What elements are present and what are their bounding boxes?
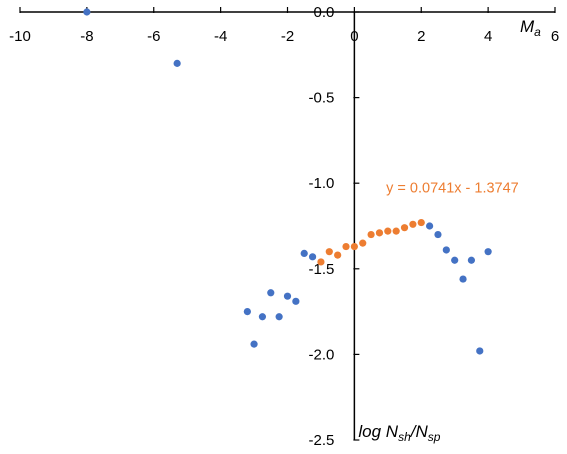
data-point-orange	[409, 220, 417, 228]
data-point-blue	[243, 308, 251, 316]
data-point-blue	[267, 289, 275, 297]
y-tick-label: -0.5	[309, 90, 335, 107]
data-point-orange	[384, 227, 392, 235]
data-point-orange	[325, 248, 333, 256]
data-point-blue	[451, 256, 459, 264]
data-point-orange	[367, 230, 375, 239]
data-point-blue	[476, 347, 484, 355]
data-point-blue	[283, 292, 292, 300]
data-point-blue	[308, 253, 317, 261]
x-tick-label: 6	[551, 28, 559, 45]
trendline-equation: y = 0.0741x - 1.3747	[386, 181, 519, 197]
y-axis-title-lead: log N	[358, 422, 398, 441]
axes	[19, 7, 556, 441]
data-point-blue	[442, 246, 450, 254]
y-tick-label: 0.0	[314, 4, 335, 21]
x-tick-label: -6	[147, 28, 160, 45]
data-point-orange	[400, 224, 409, 232]
y-axis-title: log Nsh/Nsp	[358, 422, 440, 444]
y-axis-title-sub1: sh	[398, 430, 411, 444]
tick-labels: -10 -8 -6 -4 -2 0 2 4 6 0.0 -0.5 -1.0 -1.5 -2.0 -2.5	[9, 4, 559, 449]
data-point-blue	[426, 222, 434, 230]
y-tick-label: -2.0	[309, 346, 335, 363]
data-point-orange	[350, 242, 358, 251]
data-point-orange	[375, 229, 384, 237]
x-tick-label: 2	[417, 28, 425, 45]
y-tick-label: -2.5	[309, 432, 335, 449]
x-axis-title-main: M	[520, 17, 535, 36]
y-axis-title-sub2: sp	[428, 430, 441, 444]
data-point-blue	[83, 8, 91, 16]
data-point-blue	[434, 230, 442, 239]
data-point-blue	[484, 248, 492, 256]
x-tick-label: -2	[281, 28, 294, 45]
x-tick-label: 4	[484, 28, 492, 45]
data-point-blue	[275, 313, 283, 321]
data-point-orange	[334, 251, 342, 259]
x-tick-label: -4	[214, 28, 227, 45]
data-point-blue	[300, 249, 308, 257]
data-point-blue	[258, 313, 267, 321]
data-point-orange	[417, 218, 425, 227]
x-tick-label: -8	[80, 28, 93, 45]
x-axis-title-subscript: a	[534, 25, 541, 39]
data-point-blue	[467, 256, 476, 264]
data-point-blue	[173, 59, 181, 67]
data-points	[83, 8, 492, 355]
x-tick-label: -10	[9, 28, 31, 45]
y-tick-label: -1.0	[309, 175, 335, 192]
data-point-orange	[392, 227, 400, 235]
data-point-orange	[342, 242, 350, 251]
data-point-blue	[292, 297, 300, 305]
data-point-orange	[317, 258, 325, 266]
data-point-blue	[459, 275, 467, 283]
y-axis-title-mid: /N	[410, 422, 429, 441]
data-point-orange	[359, 239, 367, 247]
y-tick-label: -1.5	[309, 261, 335, 278]
x-axis-title: Ma	[520, 17, 541, 39]
data-point-blue	[250, 340, 258, 348]
x-tick-label: 0	[350, 28, 358, 45]
